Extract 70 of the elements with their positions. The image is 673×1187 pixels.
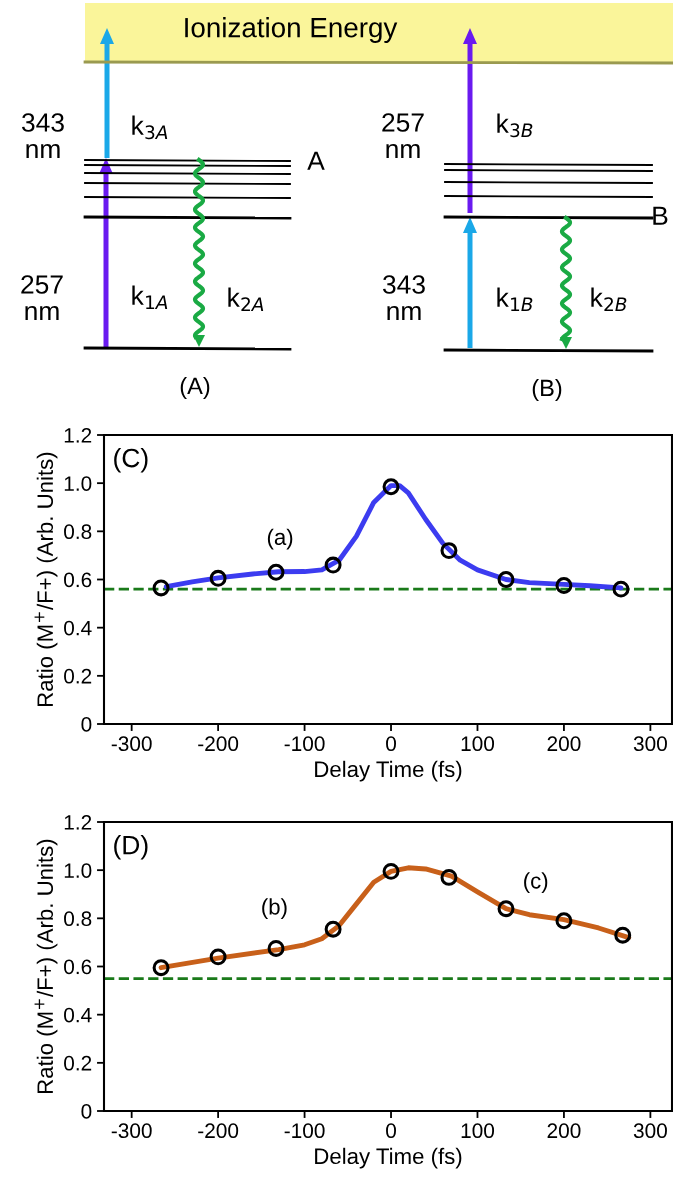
point (614, 926, 632, 944)
point (267, 939, 285, 957)
text: (B) (532, 378, 562, 401)
text: 343 nm (382, 275, 425, 321)
text: k$_{3B}$ (497, 113, 533, 138)
point (612, 580, 630, 598)
point (497, 900, 515, 918)
point (267, 563, 285, 581)
annotation: (a) (267, 528, 293, 550)
text: k$_{3A}$ (132, 115, 168, 140)
y-axis-title: Ratio (M$^{+}$/F+) (Arb. Units) (34, 452, 58, 707)
y-tick-label: 0.2 (64, 1055, 92, 1071)
x-axis-title: Delay Time (fs) (315, 1147, 462, 1169)
x-tick-label: -100 (284, 1123, 325, 1139)
annotation: (D) (114, 835, 148, 860)
annotation: (c) (524, 872, 548, 894)
x-tick-label: 200 (547, 736, 581, 752)
annotation: (C) (114, 448, 148, 473)
text: (A) (180, 376, 210, 399)
x-tick-label: 100 (461, 1123, 495, 1139)
y-tick-label: 0.4 (64, 1007, 92, 1023)
y-tick-label: 0.8 (64, 524, 92, 540)
y-tick-label: 0.4 (64, 620, 92, 636)
y-tick-label: 0.6 (64, 572, 92, 588)
x-tick-label: 300 (633, 736, 667, 752)
y-tick-label: 0.6 (64, 959, 92, 975)
point (209, 948, 227, 966)
x-tick-label: 100 (461, 736, 495, 752)
y-tick-label: 0 (81, 717, 92, 732)
x-tick-label: 0 (386, 736, 396, 752)
text: Ionization Energy (185, 17, 398, 43)
point (324, 920, 342, 938)
text: k$_{1B}$ (497, 287, 533, 312)
y-tick-label: 0.8 (64, 911, 92, 927)
y-tick-label: 0.2 (64, 668, 92, 684)
point (382, 862, 400, 880)
x-tick-label: 200 (547, 1123, 581, 1139)
y-tick-label: 0 (81, 1104, 92, 1119)
point (555, 912, 573, 930)
point (440, 542, 458, 560)
x-tick-label: -200 (198, 736, 239, 752)
point (152, 579, 170, 597)
y-tick-label: 1.0 (64, 863, 92, 878)
text: B (653, 206, 668, 225)
text: A (307, 151, 325, 170)
x-tick-label: -100 (284, 736, 325, 752)
y-tick-label: 1.2 (64, 428, 92, 443)
y-tick-label: 1.0 (64, 476, 92, 491)
point (440, 868, 458, 886)
text: 257 nm (382, 113, 424, 159)
point (497, 571, 515, 588)
x-tick-label: -200 (198, 1123, 239, 1139)
text: 343 nm (21, 113, 64, 159)
point (555, 577, 573, 594)
text: 257 nm (21, 275, 63, 321)
point (324, 556, 342, 574)
text: k$_{2A}$ (228, 287, 264, 312)
point (209, 569, 227, 587)
x-tick-label: 0 (386, 1123, 396, 1139)
point (152, 959, 170, 977)
text: k$_{1A}$ (132, 285, 168, 310)
annotation: (b) (262, 898, 287, 920)
x-axis-title: Delay Time (fs) (315, 760, 462, 782)
y-axis-title: Ratio (M$^{+}$/F+) (Arb. Units) (34, 839, 58, 1094)
point (382, 478, 400, 496)
x-tick-label: -300 (111, 736, 152, 752)
text: k$_{2B}$ (591, 287, 627, 312)
y-tick-label: 1.2 (64, 815, 92, 830)
x-tick-label: -300 (111, 1123, 152, 1139)
x-tick-label: 300 (633, 1123, 667, 1139)
